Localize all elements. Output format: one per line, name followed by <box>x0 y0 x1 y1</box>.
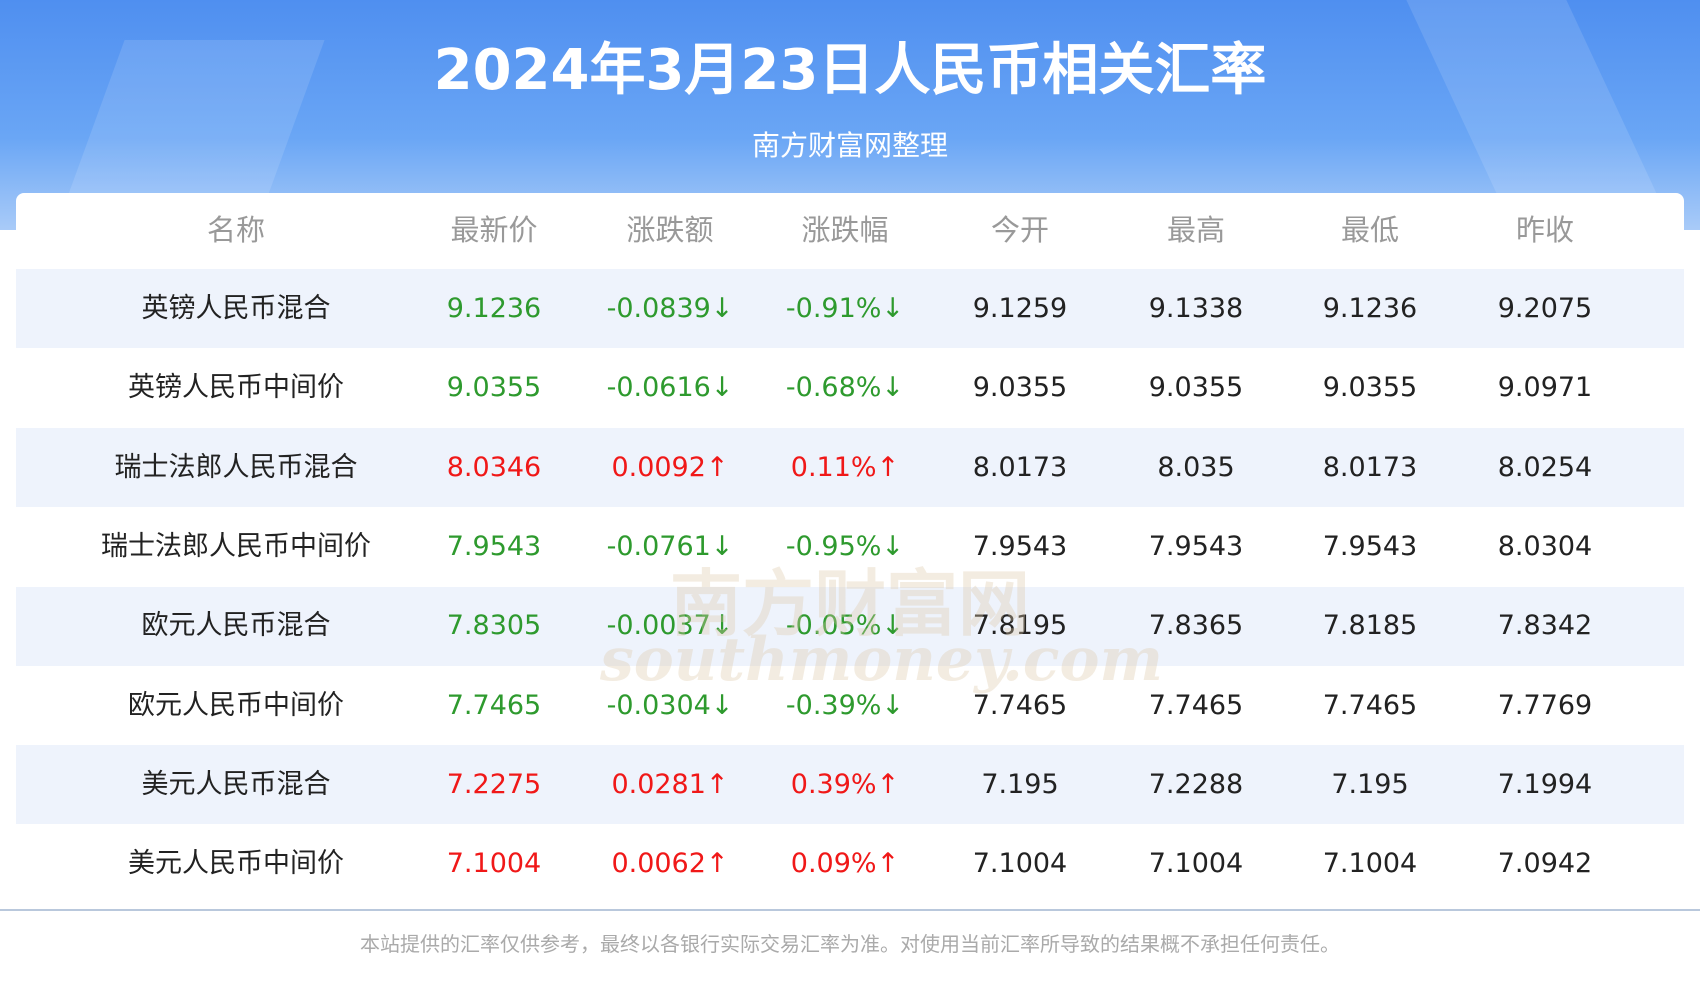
rate-cell: 7.1004 <box>1322 848 1418 880</box>
title: 2024年3月23日人民币相关汇率 <box>433 38 1267 103</box>
rate-cell: 0.09%↑ <box>790 848 900 880</box>
currency-name: 美元人民币混合 <box>141 768 331 800</box>
divider <box>0 909 1700 911</box>
disclaimer: 本站提供的汇率仅供参考，最终以各银行实际交易汇率为准。对使用当前汇率所导致的结果… <box>360 932 1340 956</box>
rate-cell: 7.1004 <box>972 848 1068 880</box>
currency-name: 英镑人民币混合 <box>141 293 331 324</box>
rate-cell: 9.0355 <box>1322 372 1418 404</box>
row-band <box>16 745 1684 825</box>
watermark: southmoney.com <box>600 625 1163 695</box>
currency-name: 瑞士法郎人民币中间价 <box>101 530 371 562</box>
rate-cell: -0.91%↓ <box>785 293 905 324</box>
rate-cell: 7.8365 <box>1148 610 1244 642</box>
rate-cell: 9.0971 <box>1497 372 1593 404</box>
rate-cell: 0.0092↑ <box>611 451 729 483</box>
currency-name: 美元人民币中间价 <box>128 848 344 880</box>
rate-cell: 7.8342 <box>1497 610 1593 642</box>
rate-cell: 7.1994 <box>1497 768 1593 800</box>
rate-cell: -0.39%↓ <box>785 689 905 721</box>
column-header: 最低 <box>1340 213 1399 247</box>
row-band <box>16 586 1684 666</box>
column-header: 昨收 <box>1515 213 1574 247</box>
rate-cell: 9.1236 <box>446 293 542 324</box>
rate-cell: 7.0942 <box>1497 848 1593 880</box>
rate-cell: 7.2288 <box>1148 768 1244 800</box>
rate-cell: 0.39%↑ <box>790 768 900 800</box>
rate-cell: 9.2075 <box>1497 293 1593 324</box>
rate-cell: 7.1004 <box>1148 848 1244 880</box>
rate-cell: 9.1259 <box>972 293 1068 324</box>
column-header: 涨跌额 <box>626 213 714 247</box>
rate-cell: 7.8305 <box>446 610 542 642</box>
rate-cell: 7.7465 <box>1148 689 1244 721</box>
rate-cell: -0.0304↓ <box>606 689 734 721</box>
rate-cell: 8.0346 <box>446 451 542 483</box>
rate-cell: 8.0173 <box>1322 451 1418 483</box>
currency-name: 瑞士法郎人民币混合 <box>114 451 358 483</box>
rate-cell: 7.9543 <box>972 530 1068 562</box>
rate-cell: 9.0355 <box>1148 372 1244 404</box>
rate-cell: -0.0616↓ <box>606 372 734 404</box>
column-header: 今开 <box>990 213 1049 247</box>
currency-name: 英镑人民币中间价 <box>128 372 344 404</box>
rate-cell: 7.7769 <box>1497 689 1593 721</box>
rate-cell: 7.195 <box>981 768 1059 800</box>
rate-cell: 9.0355 <box>446 372 542 404</box>
rate-cell: -0.0761↓ <box>606 530 734 562</box>
rate-cell: 7.9543 <box>446 530 542 562</box>
rate-cell: -0.68%↓ <box>785 372 905 404</box>
rate-cell: 8.0304 <box>1497 530 1593 562</box>
rate-cell: 7.195 <box>1331 768 1409 800</box>
rate-cell: 0.0062↑ <box>611 848 729 880</box>
rate-cell: 0.0281↑ <box>611 768 729 800</box>
rate-cell: 7.7465 <box>446 689 542 721</box>
rate-cell: 9.0355 <box>972 372 1068 404</box>
subtitle: 南方财富网整理 <box>751 129 948 162</box>
rate-cell: 9.1236 <box>1322 293 1418 324</box>
currency-name: 欧元人民币中间价 <box>128 689 344 721</box>
rate-cell: 7.8185 <box>1322 610 1418 642</box>
rate-cell: 7.7465 <box>972 689 1068 721</box>
rate-cell: 7.8195 <box>972 610 1068 642</box>
rate-cell: -0.0037↓ <box>606 610 734 642</box>
rate-cell: -0.0839↓ <box>606 293 734 324</box>
rate-cell: 9.1338 <box>1148 293 1244 324</box>
column-header: 最高 <box>1166 213 1225 247</box>
rate-cell: 7.7465 <box>1322 689 1418 721</box>
rate-cell: 7.1004 <box>446 848 542 880</box>
rate-cell: 8.0254 <box>1497 451 1593 483</box>
row-band <box>16 427 1684 507</box>
rate-cell: -0.05%↓ <box>785 610 905 642</box>
watermark: 南方财富网 <box>670 562 1031 646</box>
header-banner: 2024年3月23日人民币相关汇率 南方财富网整理 <box>0 0 1700 230</box>
rate-cell: 0.11%↑ <box>790 451 900 483</box>
rate-cell: -0.95%↓ <box>785 530 905 562</box>
column-header: 名称 <box>206 213 265 247</box>
column-header: 涨跌幅 <box>801 213 889 247</box>
rate-cell: 7.2275 <box>446 768 542 800</box>
rate-cell: 8.035 <box>1157 451 1235 483</box>
currency-name: 欧元人民币混合 <box>141 610 331 642</box>
row-band <box>16 269 1684 349</box>
rate-cell: 8.0173 <box>972 451 1068 483</box>
column-header: 最新价 <box>450 213 538 247</box>
rate-cell: 7.9543 <box>1322 530 1418 562</box>
rate-cell: 7.9543 <box>1148 530 1244 562</box>
